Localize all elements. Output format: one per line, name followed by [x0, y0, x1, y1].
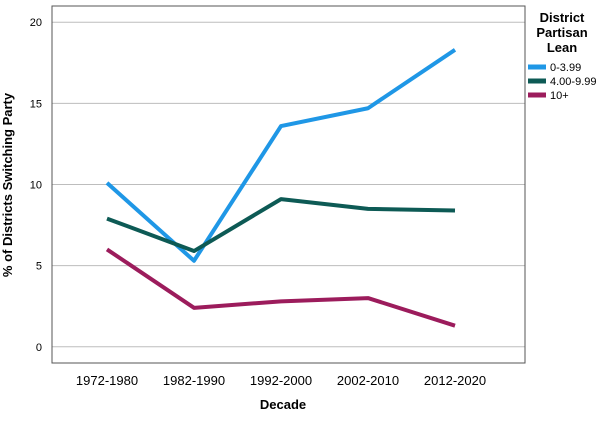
series-lines	[105, 48, 457, 328]
y-tick-label: 5	[36, 261, 42, 273]
x-tick-label: 1982-1990	[163, 373, 225, 388]
x-tick-label: 2012-2020	[424, 373, 486, 388]
legend-items: 0-3.99 4.00-9.99 10+	[528, 62, 596, 102]
legend-label: 4.00-9.99	[550, 76, 596, 88]
series-line-1	[105, 48, 457, 263]
y-tick-label: 15	[30, 98, 42, 110]
series-line-3	[105, 247, 456, 328]
x-axis-ticks: 1972-1980 1982-1990 1992-2000 2002-2010 2012…	[76, 373, 486, 388]
x-tick-label: 1972-1980	[76, 373, 138, 388]
plot-area-frame	[51, 5, 526, 364]
series-line-2	[106, 197, 456, 254]
legend-title-line-1: District	[540, 10, 585, 25]
y-tick-label: 0	[36, 342, 42, 354]
y-tick-label: 20	[30, 17, 42, 29]
legend-label: 10+	[550, 90, 569, 102]
x-tick-label: 1992-2000	[250, 373, 312, 388]
legend-title-line-2: Partisan	[536, 25, 587, 40]
legend-label: 0-3.99	[550, 62, 581, 74]
y-axis-ticks: 0 5 10 15 20	[30, 17, 42, 354]
x-tick-label: 2002-2010	[337, 373, 399, 388]
y-tick-label: 10	[30, 180, 42, 192]
legend: District Partisan Lean 0-3.99 4.00-9.99 10…	[528, 10, 596, 102]
gridlines	[52, 21, 525, 348]
y-axis-title: % of Districts Switching Party	[0, 92, 15, 277]
legend-title-line-3: Lean	[547, 40, 577, 55]
x-axis-title: Decade	[260, 397, 306, 412]
